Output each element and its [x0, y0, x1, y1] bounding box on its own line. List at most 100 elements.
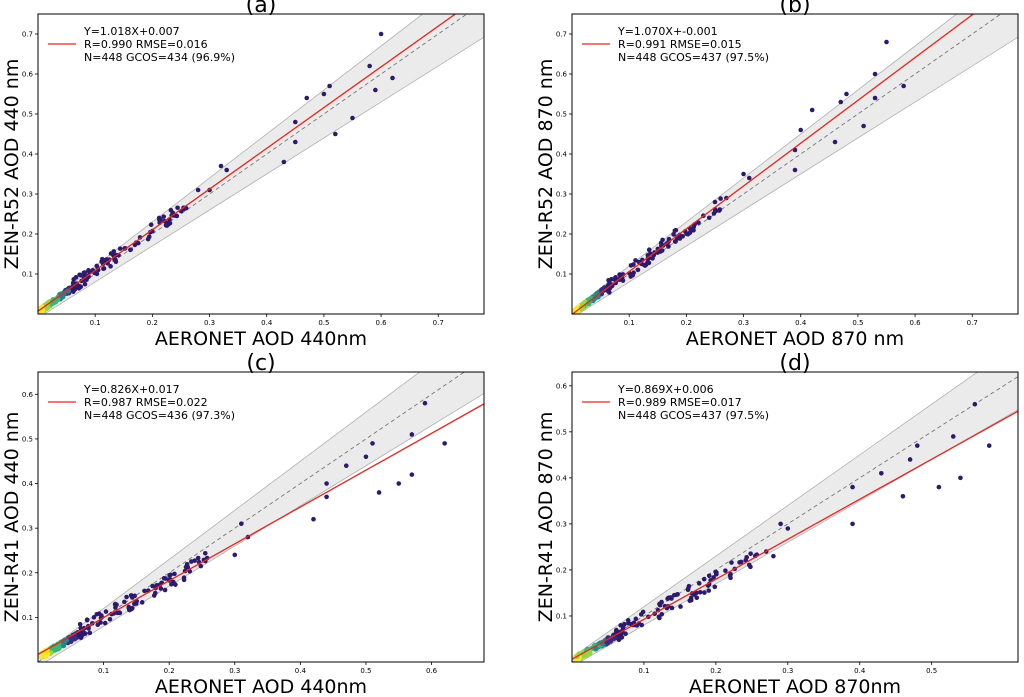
panel-b: 0.1 0.2 0.3 0.4 0.5 0.6 0.7 0.1 0.2 0.3 0.4 0.5 0.6 0… — [512, 0, 1024, 350]
data-point — [746, 562, 752, 568]
data-point — [181, 577, 187, 583]
y-tick-label: 0.6 — [556, 71, 568, 79]
data-point — [628, 274, 634, 279]
data-point — [321, 91, 327, 97]
data-point — [626, 620, 631, 626]
data-point — [327, 83, 332, 89]
data-point — [87, 630, 93, 636]
data-point — [224, 167, 229, 173]
data-point — [232, 552, 238, 558]
y-tick-label: 0.5 — [556, 111, 567, 119]
y-tick-label: 0.2 — [556, 231, 567, 239]
data-point — [148, 222, 154, 228]
data-point — [82, 270, 88, 275]
data-point — [168, 572, 173, 578]
data-point — [161, 214, 166, 219]
data-point — [422, 400, 428, 406]
x-axis-label: AERONET AOD 870 nm — [686, 328, 904, 350]
data-point — [675, 236, 680, 241]
data-point — [696, 220, 701, 225]
data-point — [168, 207, 174, 213]
x-tick-label: 0.4 — [795, 319, 807, 327]
data-point — [117, 610, 122, 615]
panel-label: (c) — [246, 351, 275, 376]
data-point — [907, 457, 913, 462]
y-tick-label: 0.3 — [556, 520, 567, 528]
scatter-chart-d: 0.1 0.2 0.3 0.4 0.5 0.1 0.2 0.3 0.4 0.5 0.6 (d) AERO… — [535, 351, 1019, 697]
y-tick-label: 0.6 — [556, 382, 568, 390]
data-point — [239, 521, 244, 526]
data-point — [718, 196, 723, 201]
data-point — [659, 248, 665, 253]
data-point — [657, 602, 663, 608]
data-point — [363, 454, 369, 460]
data-point — [872, 71, 878, 77]
data-point — [293, 119, 298, 125]
data-point — [76, 285, 82, 291]
data-point — [102, 620, 108, 626]
plot-area — [572, 14, 1018, 314]
data-point — [712, 584, 718, 590]
data-point — [950, 434, 956, 439]
data-point — [671, 232, 676, 237]
data-point — [373, 87, 378, 93]
data-point — [107, 617, 113, 622]
data-point — [108, 251, 114, 256]
data-point — [713, 569, 718, 575]
data-point — [879, 470, 884, 476]
data-point — [153, 590, 158, 596]
data-point — [409, 472, 415, 477]
data-point — [677, 232, 682, 238]
data-point — [146, 234, 152, 240]
data-point — [738, 559, 744, 565]
axes-frame — [37, 13, 485, 315]
y-tick-label: 0.2 — [556, 566, 567, 574]
data-point — [901, 83, 906, 89]
data-point — [311, 516, 316, 522]
y-tick-label: 0.6 — [22, 71, 34, 79]
data-point — [606, 279, 612, 284]
x-tick-label: 0.3 — [229, 667, 240, 675]
x-tick-label: 0.1 — [638, 667, 649, 675]
data-point — [706, 588, 712, 593]
x-tick-label: 0.6 — [376, 319, 388, 327]
data-point — [95, 622, 101, 628]
plot-area — [38, 14, 484, 314]
data-point — [324, 494, 329, 500]
y-tick-label: 0.1 — [556, 612, 567, 620]
data-point — [785, 526, 791, 531]
data-point — [396, 481, 402, 486]
legend-entry: N=448 GCOS=434 (96.9%) — [84, 51, 235, 64]
data-point — [78, 635, 84, 641]
data-point — [616, 637, 622, 643]
data-point — [832, 139, 838, 145]
y-tick-label: 0.1 — [556, 271, 567, 279]
data-point — [94, 611, 100, 617]
x-axis-label: AERONET AOD 440nm — [155, 676, 367, 697]
data-point — [620, 278, 626, 283]
legend-entry: Y=0.826X+0.017 — [83, 383, 180, 396]
data-point — [126, 604, 132, 610]
data-point — [642, 262, 647, 268]
y-tick-label: 0.6 — [22, 391, 34, 399]
data-point — [712, 199, 718, 205]
data-point — [78, 272, 83, 278]
x-axis-label: AERONET AOD 870nm — [689, 676, 901, 697]
data-point — [142, 588, 147, 594]
panel-label: (b) — [779, 0, 810, 18]
y-tick-label: 0.3 — [22, 191, 33, 199]
data-point — [163, 222, 169, 228]
data-point — [158, 586, 164, 591]
plot-area — [572, 372, 1018, 662]
data-point — [711, 211, 717, 216]
data-point — [706, 215, 712, 221]
data-point — [633, 616, 639, 622]
data-point — [744, 554, 749, 560]
data-point — [771, 553, 776, 559]
data-point — [198, 563, 204, 569]
data-point — [81, 630, 87, 636]
data-point — [678, 604, 683, 609]
x-tick-label: 0.1 — [98, 667, 109, 675]
data-point — [442, 441, 447, 446]
plot-area — [38, 372, 484, 662]
